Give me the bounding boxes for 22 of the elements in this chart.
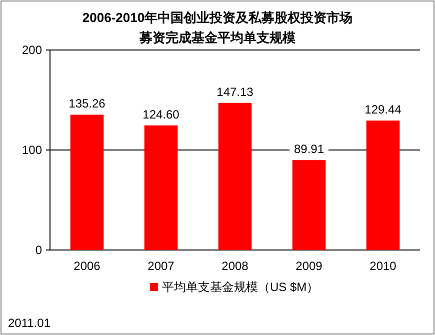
data-label: 129.44 <box>364 102 402 117</box>
x-tick-label: 2007 <box>148 259 175 273</box>
text: 2011.01 <box>8 316 51 330</box>
x-tick-label: 2010 <box>370 259 397 273</box>
y-tick-label: 0 <box>35 243 42 257</box>
legend-label: 平均单支基金规模（US $M） <box>162 280 319 294</box>
x-tick-label: 2009 <box>296 259 323 273</box>
bar <box>218 102 252 250</box>
y-tick-label: 100 <box>22 143 42 157</box>
data-label: 147.13 <box>216 84 254 99</box>
bar <box>292 160 326 250</box>
y-tick-label: 200 <box>22 43 42 57</box>
x-tick-label: 2006 <box>74 259 101 273</box>
bar <box>366 120 400 250</box>
chart-title: 2006-2010年中国创业投资及私募股权投资市场 <box>82 10 353 25</box>
data-label: 135.26 <box>68 96 106 111</box>
bar <box>70 114 104 250</box>
data-label: 89.91 <box>294 142 324 156</box>
x-tick-label: 2008 <box>222 259 249 273</box>
bar <box>144 125 178 250</box>
chart-subtitle: 募资完成基金平均单支规模 <box>138 30 296 45</box>
data-label: 124.60 <box>142 107 180 122</box>
